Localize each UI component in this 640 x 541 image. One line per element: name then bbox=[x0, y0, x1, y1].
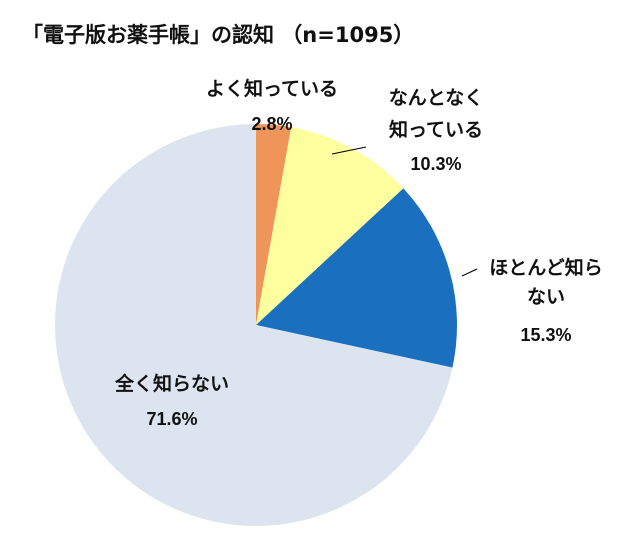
slice-label: よく知っている bbox=[206, 77, 338, 100]
leader-line bbox=[331, 146, 367, 155]
slice-percentage: 2.8% bbox=[251, 114, 292, 134]
slice-percentage: 71.6% bbox=[146, 409, 197, 429]
pie-slice bbox=[54, 124, 453, 526]
leader-line bbox=[461, 268, 478, 277]
slice-label: ない bbox=[527, 286, 565, 308]
slice-label: なんとなく bbox=[389, 87, 483, 109]
slice-label: 全く知らない bbox=[114, 372, 229, 395]
pie-slice bbox=[256, 124, 292, 325]
slice-label: 知っている bbox=[389, 118, 483, 141]
slice-percentage: 10.3% bbox=[410, 154, 461, 174]
pie-slice bbox=[256, 188, 457, 368]
pie-slice bbox=[256, 127, 404, 325]
slice-percentage: 15.3% bbox=[520, 325, 571, 345]
slice-label: ほとんど知ら bbox=[489, 256, 602, 279]
chart-title: 「電子版お薬手帳」の認知 （n=1095） bbox=[22, 23, 414, 47]
